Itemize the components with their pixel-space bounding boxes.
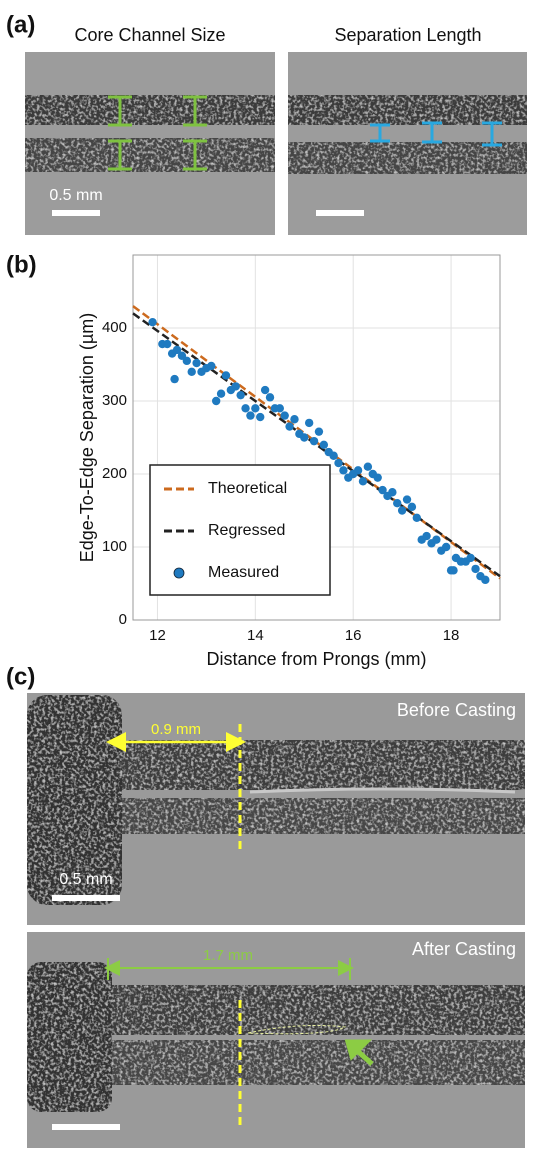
micrograph: [288, 52, 527, 235]
point: [471, 564, 480, 574]
point: [353, 466, 363, 475]
point: [246, 411, 255, 420]
point: [182, 356, 192, 366]
point: [449, 566, 458, 575]
point: [441, 542, 451, 552]
point: [148, 317, 157, 327]
panel-title: After Casting: [412, 939, 516, 959]
point: [319, 440, 329, 449]
point: [378, 485, 387, 495]
point: [256, 412, 265, 422]
point: [481, 575, 490, 585]
point: [373, 473, 382, 482]
point: [241, 404, 250, 413]
point: [275, 404, 284, 413]
y-tick-label: 300: [102, 392, 127, 409]
panel-title: Separation Length: [334, 25, 481, 45]
panel-label: (a): [6, 11, 35, 38]
micrograph: 0.9 mm Before Casting 0.5 mm: [27, 693, 525, 925]
point: [236, 390, 245, 400]
point: [300, 433, 309, 442]
point: [260, 385, 270, 395]
point: [207, 361, 216, 371]
point: [172, 345, 182, 355]
legend-swatch: [173, 567, 185, 579]
point: [304, 418, 314, 428]
point: [251, 404, 260, 413]
plot-frame: [132, 254, 501, 621]
y-tick-label: 100: [102, 538, 127, 555]
y-axis-label: Edge-To-Edge Separation (µm): [77, 313, 97, 563]
fit-line: [132, 312, 501, 578]
point: [412, 513, 422, 522]
panel-label: (b): [6, 251, 37, 278]
x-tick-label: 18: [443, 627, 460, 644]
point: [363, 462, 373, 471]
scale-label: 0.5 mm: [49, 187, 102, 204]
point: [187, 367, 196, 376]
micrograph: 0.5 mm: [25, 52, 275, 235]
point: [329, 451, 338, 460]
y-tick-label: 200: [102, 465, 127, 482]
point: [388, 488, 397, 497]
point: [402, 495, 412, 504]
panel-title: Core Channel Size: [74, 25, 225, 45]
point: [339, 466, 348, 475]
legend-label: Regressed: [208, 522, 285, 539]
x-tick-label: 14: [247, 627, 264, 644]
distance-label: 0.9 mm: [151, 721, 201, 738]
chart: 0 100 200 300 400 12 14 16 18 Distance from Prong…: [77, 254, 501, 669]
point: [192, 358, 201, 368]
point: [231, 382, 240, 391]
legend-label: Measured: [208, 564, 279, 581]
point: [163, 339, 172, 349]
point: [314, 427, 324, 436]
point: [221, 371, 231, 380]
point: [290, 415, 299, 424]
legend-label: Theoretical: [208, 480, 287, 497]
point: [211, 396, 221, 406]
point: [170, 374, 179, 384]
distance-label: 1.7 mm: [203, 947, 253, 964]
point: [265, 393, 275, 402]
point: [216, 389, 226, 398]
point: [309, 436, 319, 446]
point: [432, 535, 441, 544]
panel-title: Before Casting: [397, 700, 516, 720]
scale-label: 0.5 mm: [59, 871, 112, 888]
y-tick-label: 0: [119, 611, 127, 628]
point: [422, 531, 431, 541]
micrograph: 1.7 mm After Casting: [27, 932, 525, 1148]
x-tick-label: 16: [345, 627, 362, 644]
panel-label: (c): [6, 663, 35, 690]
point: [407, 502, 417, 512]
x-axis-label: Distance from Prongs (mm): [206, 649, 426, 669]
y-tick-label: 400: [102, 319, 127, 336]
point: [285, 422, 294, 431]
point: [397, 506, 407, 515]
point: [280, 411, 289, 420]
point: [466, 553, 475, 563]
x-tick-label: 12: [149, 627, 166, 644]
point: [358, 477, 368, 486]
point: [393, 499, 402, 508]
point: [334, 458, 343, 468]
